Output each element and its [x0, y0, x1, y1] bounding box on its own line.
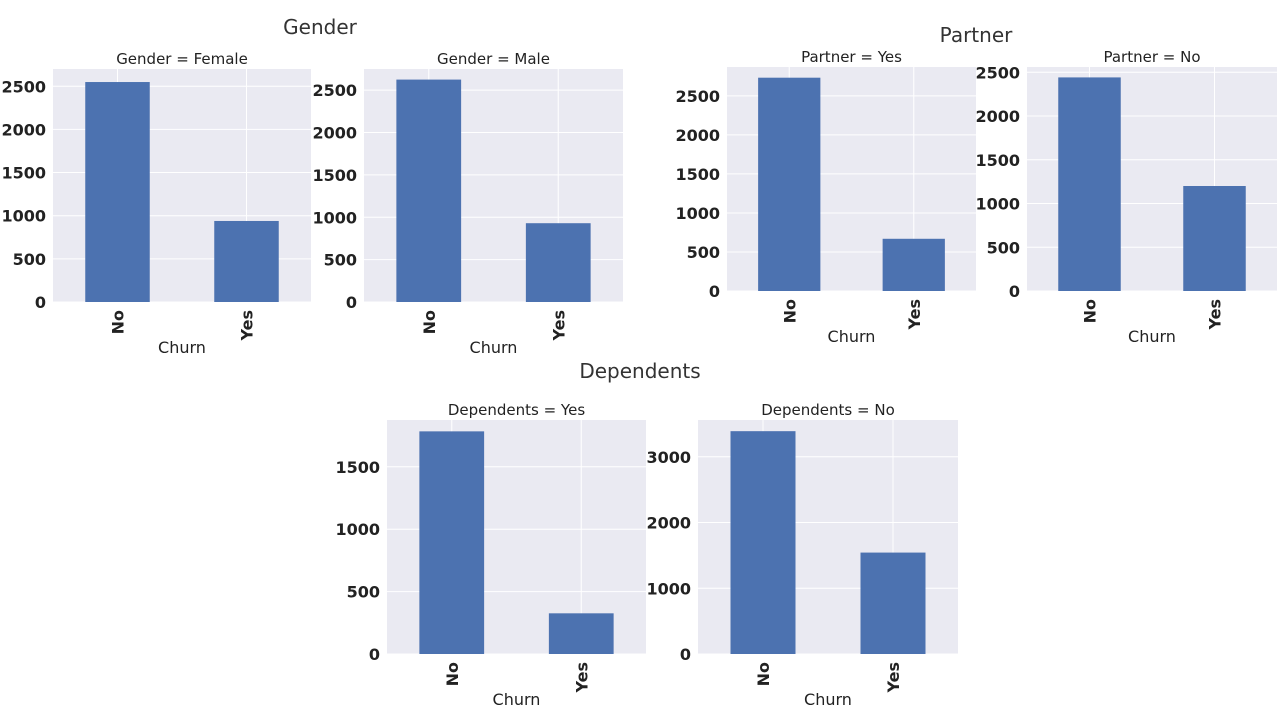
bar-yes — [1183, 186, 1246, 291]
y-tick-label: 0 — [35, 293, 46, 312]
y-tick-label: 500 — [324, 251, 357, 270]
panel-title: Gender = Male — [437, 50, 550, 68]
panel-title: Dependents = No — [761, 401, 895, 419]
y-tick-label: 0 — [369, 645, 380, 664]
x-tick-label: Yes — [572, 662, 591, 694]
x-tick-label: No — [109, 310, 128, 334]
partner-group-title: Partner — [940, 23, 1013, 47]
panel-title: Gender = Female — [116, 50, 248, 68]
y-tick-label: 500 — [687, 243, 720, 262]
x-axis-label: Churn — [493, 690, 541, 709]
dependents-group-title: Dependents — [579, 359, 700, 383]
y-tick-label: 2000 — [975, 107, 1020, 126]
panel-3: 0 500 1000 1500 2000 2500 No Yes Partner = Yes Ch… — [675, 48, 976, 346]
y-tick-label: 0 — [1009, 282, 1020, 301]
gender-group-title: Gender — [283, 15, 357, 39]
x-axis-label: Churn — [1128, 327, 1176, 346]
x-tick-label: Yes — [549, 310, 568, 342]
bar-no — [419, 431, 485, 654]
y-tick-label: 2500 — [975, 63, 1020, 82]
y-tick-label: 2500 — [675, 87, 720, 106]
y-tick-label: 1000 — [312, 208, 357, 227]
x-axis-label: Churn — [158, 338, 206, 357]
bar-no — [758, 77, 821, 291]
panel-title: Partner = No — [1103, 48, 1200, 66]
y-tick-label: 1000 — [646, 579, 691, 598]
y-tick-label: 1000 — [335, 520, 380, 539]
y-tick-label: 1000 — [975, 195, 1020, 214]
bar-yes — [214, 220, 279, 302]
y-tick-label: 500 — [13, 250, 46, 269]
panel-2: 0 500 1000 1500 2000 2500 No Yes Gender = Male Ch… — [312, 50, 623, 357]
x-tick-label: No — [443, 662, 462, 686]
panel-4: 0 500 1000 1500 2000 2500 No Yes Partner = No Chu… — [975, 48, 1277, 346]
y-tick-label: 1500 — [675, 165, 720, 184]
x-tick-label: Yes — [884, 662, 903, 694]
bar-yes — [882, 238, 945, 291]
y-tick-label: 2500 — [312, 81, 357, 100]
y-tick-label: 2000 — [675, 126, 720, 145]
x-tick-label: No — [420, 310, 439, 334]
y-tick-label: 2000 — [646, 514, 691, 533]
panel-6: 0 1000 2000 3000 No Yes Dependents = No Churn — [646, 401, 958, 709]
x-tick-label: Yes — [905, 299, 924, 331]
y-tick-label: 1000 — [1, 207, 46, 226]
y-tick-label: 1500 — [335, 458, 380, 477]
y-tick-label: 0 — [346, 293, 357, 312]
panel-title: Partner = Yes — [801, 48, 902, 66]
x-axis-label: Churn — [470, 338, 518, 357]
bar-no — [396, 79, 462, 302]
bar-yes — [860, 552, 926, 654]
y-tick-label: 1500 — [312, 166, 357, 185]
y-tick-label: 1500 — [1, 164, 46, 183]
y-tick-label: 500 — [987, 238, 1020, 257]
bar-no — [1058, 77, 1121, 291]
x-tick-label: No — [754, 662, 773, 686]
y-tick-label: 2500 — [1, 77, 46, 96]
y-tick-label: 500 — [347, 583, 380, 602]
panel-1: 0 500 1000 1500 2000 2500 No Yes Gender = Female… — [1, 50, 311, 357]
panel-5: 0 500 1000 1500 No Yes Dependents = Yes Churn — [335, 401, 646, 709]
x-tick-label: Yes — [1206, 299, 1225, 331]
y-tick-label: 1000 — [675, 204, 720, 223]
x-tick-label: Yes — [238, 310, 257, 342]
bar-yes — [548, 613, 614, 654]
y-tick-label: 2000 — [1, 120, 46, 139]
y-tick-label: 2000 — [312, 124, 357, 143]
x-tick-label: No — [780, 299, 799, 323]
y-tick-label: 0 — [680, 645, 691, 664]
bar-no — [730, 431, 796, 654]
y-tick-label: 1500 — [975, 151, 1020, 170]
x-axis-label: Churn — [804, 690, 852, 709]
y-tick-label: 0 — [709, 282, 720, 301]
panel-title: Dependents = Yes — [448, 401, 585, 419]
y-tick-label: 3000 — [646, 448, 691, 467]
bar-no — [85, 82, 150, 303]
bar-yes — [525, 223, 591, 302]
x-tick-label: No — [1081, 299, 1100, 323]
x-axis-label: Churn — [828, 327, 876, 346]
